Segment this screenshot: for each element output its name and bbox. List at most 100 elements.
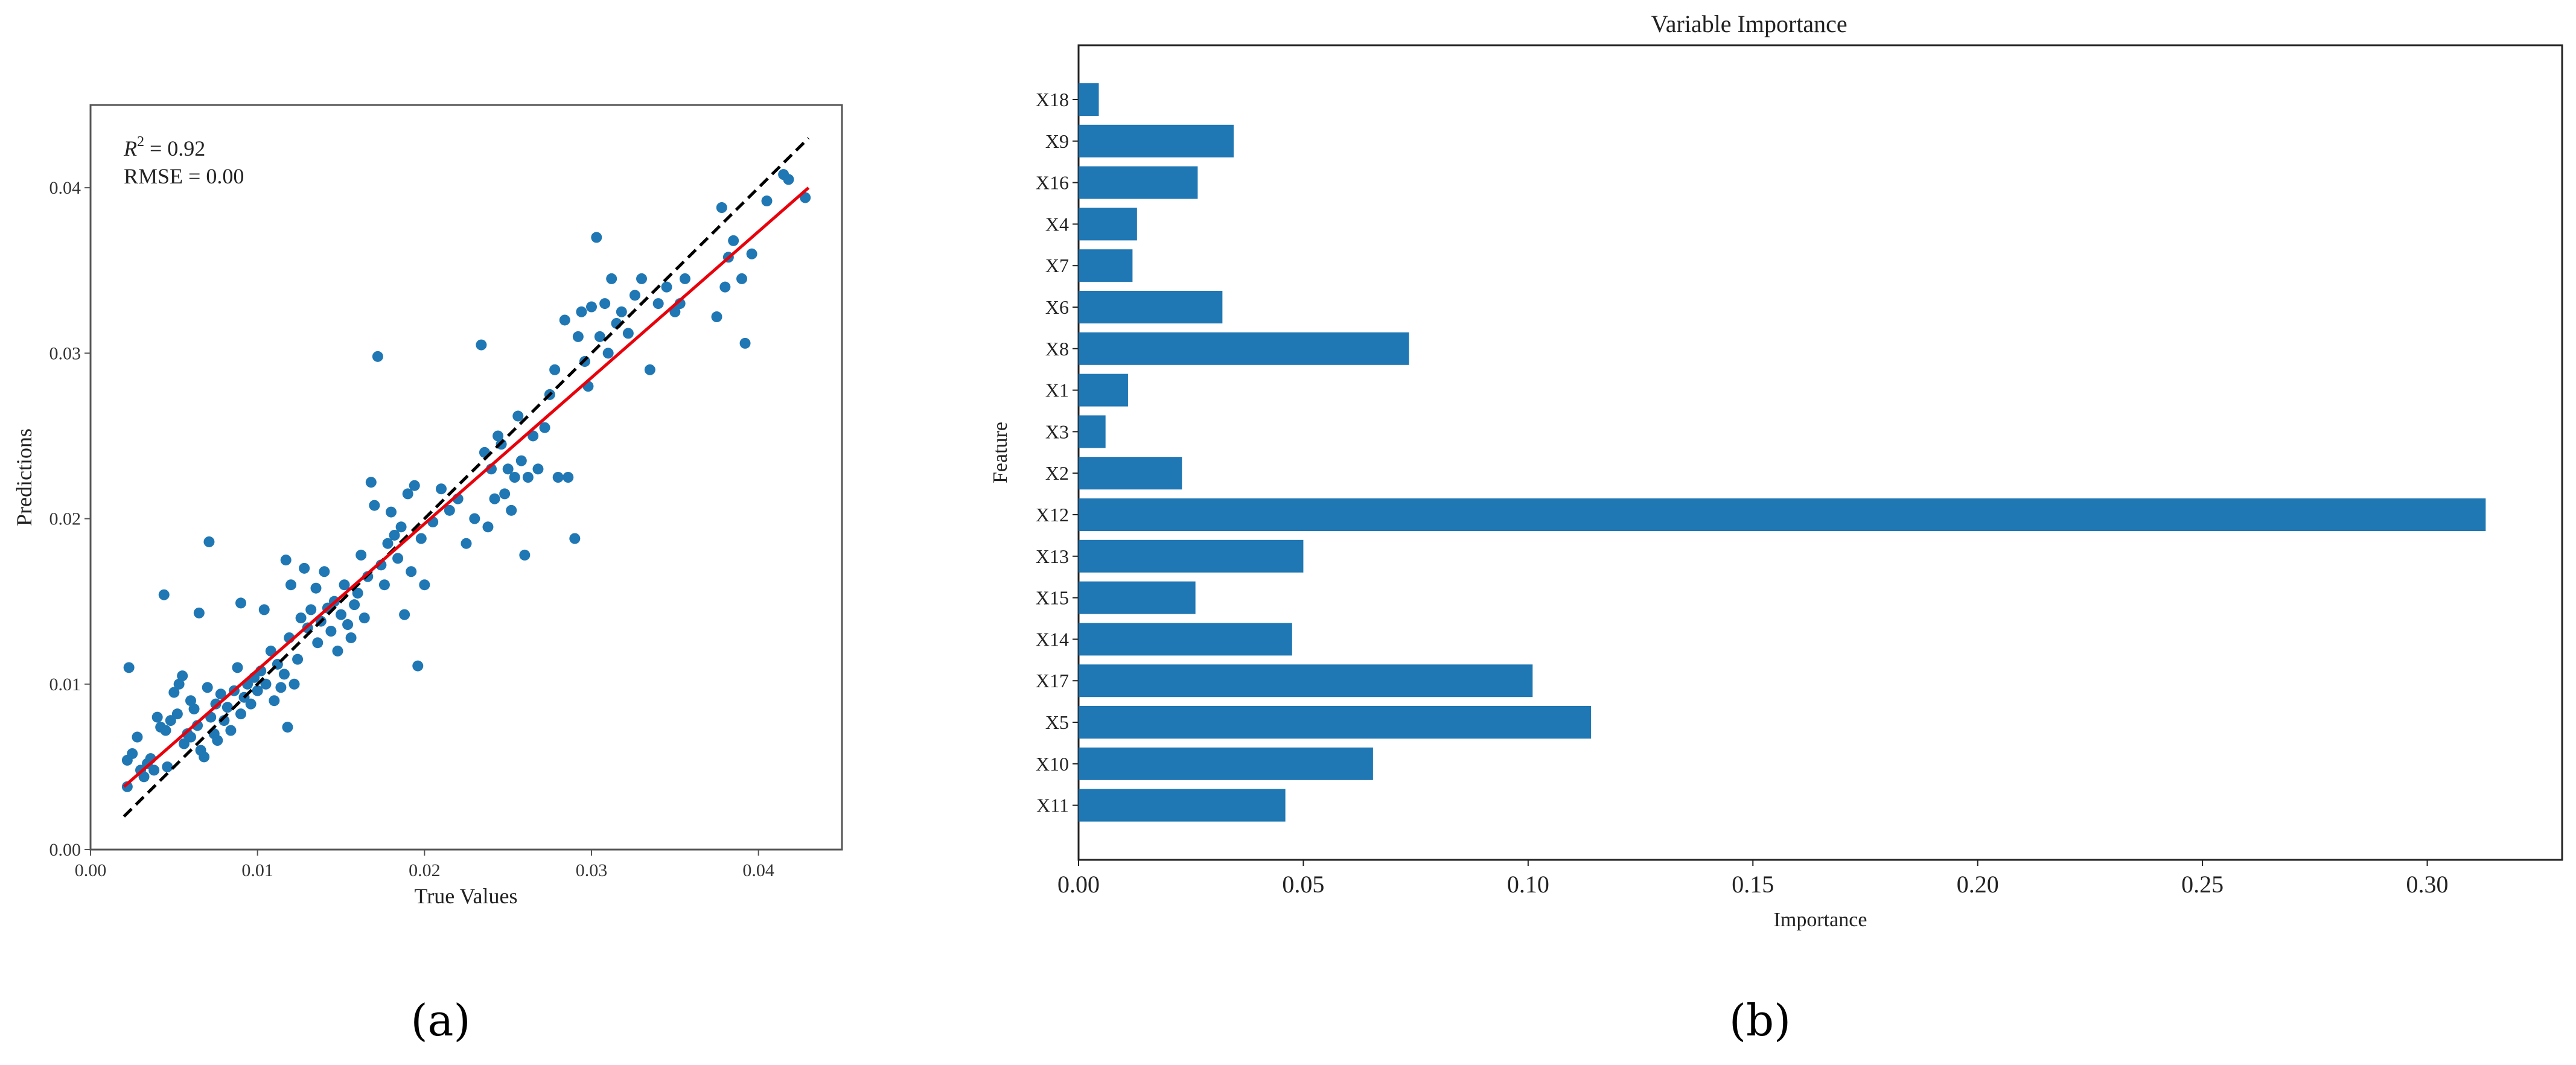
scatter-point bbox=[289, 678, 300, 690]
scatter-y-tick-label: 0.01 bbox=[49, 675, 81, 695]
scatter-x-tick-label: 0.02 bbox=[409, 860, 441, 880]
scatter-point bbox=[295, 612, 307, 624]
bar-category-label: X13 bbox=[1036, 545, 1069, 567]
scatter-point bbox=[192, 720, 203, 731]
bar-x-tick-label: 0.00 bbox=[1057, 871, 1100, 898]
bar-x13 bbox=[1079, 539, 1304, 573]
scatter-point bbox=[260, 678, 272, 690]
scatter-point bbox=[669, 306, 681, 317]
scatter-plot-frame bbox=[89, 104, 843, 851]
scatter-point bbox=[563, 472, 574, 483]
scatter-point bbox=[719, 281, 731, 293]
scatter-point bbox=[193, 607, 205, 618]
scatter-point bbox=[461, 538, 472, 549]
scatter-point bbox=[151, 711, 163, 723]
scatter-point bbox=[783, 174, 794, 185]
scatter-point bbox=[515, 455, 527, 466]
scatter-point bbox=[299, 562, 310, 574]
scatter-point bbox=[185, 731, 196, 743]
scatter-point bbox=[305, 604, 317, 615]
scatter-point bbox=[160, 725, 171, 736]
scatter-point bbox=[409, 480, 420, 491]
fit-line bbox=[123, 186, 810, 788]
scatter-point bbox=[372, 351, 383, 362]
scatter-point bbox=[512, 410, 524, 422]
scatter-rmse-annotation: RMSE = 0.00 bbox=[124, 164, 244, 188]
scatter-y-tick-label: 0.03 bbox=[49, 343, 81, 363]
scatter-ticks: 0.00 0.01 0.02 0.03 0.04 0.00 0.01 0.02 0.03 0.04 bbox=[49, 178, 774, 880]
scatter-point bbox=[275, 682, 287, 693]
panel-label-b: (b) bbox=[1729, 995, 1791, 1046]
scatter-point bbox=[312, 637, 324, 649]
bar-x10 bbox=[1079, 747, 1373, 780]
bar-ticks: X18 X9 X16 X4 X7 X6 X8 X1 X3 X2 X12 X13 X15 X14 X17 X5 X… bbox=[1036, 89, 2449, 898]
scatter-point bbox=[203, 536, 215, 547]
scatter-point bbox=[310, 582, 322, 594]
bar-category-label: X12 bbox=[1036, 504, 1069, 526]
bar-chart-title: Variable Importance bbox=[1651, 10, 1847, 37]
scatter-point bbox=[222, 702, 233, 713]
bar-x17 bbox=[1079, 664, 1533, 698]
scatter-point bbox=[746, 248, 757, 259]
scatter-point bbox=[402, 488, 413, 500]
scatter-point bbox=[369, 500, 380, 511]
scatter-point bbox=[235, 708, 246, 720]
scatter-point bbox=[644, 364, 655, 375]
bar-x16 bbox=[1079, 166, 1198, 199]
scatter-point bbox=[165, 715, 176, 726]
bar-category-label: X14 bbox=[1036, 628, 1069, 650]
scatter-point bbox=[399, 609, 410, 620]
scatter-point bbox=[319, 566, 330, 577]
scatter-point bbox=[245, 698, 257, 710]
scatter-point bbox=[210, 698, 222, 710]
bar-x-tick-label: 0.30 bbox=[2406, 871, 2449, 898]
scatter-point bbox=[168, 687, 180, 698]
scatter-point bbox=[389, 529, 400, 541]
scatter-y-tick-label: 0.02 bbox=[49, 509, 81, 529]
scatter-point bbox=[412, 660, 424, 672]
scatter-x-tick-label: 0.03 bbox=[576, 860, 608, 880]
scatter-point bbox=[436, 483, 447, 495]
bar-category-label: X6 bbox=[1045, 296, 1069, 318]
scatter-point bbox=[178, 738, 190, 749]
scatter-point bbox=[280, 555, 292, 566]
scatter-x-tick-label: 0.01 bbox=[241, 860, 273, 880]
scatter-point bbox=[572, 331, 584, 342]
scatter-point bbox=[292, 653, 304, 665]
scatter-point bbox=[739, 337, 751, 349]
scatter-point bbox=[325, 626, 337, 637]
scatter-point bbox=[552, 472, 564, 483]
bar-category-label: X3 bbox=[1045, 421, 1069, 442]
scatter-point bbox=[506, 504, 517, 516]
bar-category-label: X17 bbox=[1036, 670, 1069, 691]
scatter-point bbox=[378, 579, 390, 591]
scatter-point bbox=[332, 645, 343, 656]
scatter-panel: 0.00 0.01 0.02 0.03 0.04 0.00 0.01 0.02 0.03 0.04… bbox=[12, 104, 843, 1046]
scatter-point bbox=[586, 301, 597, 313]
bar-x2 bbox=[1079, 457, 1182, 490]
bar-x-tick-label: 0.05 bbox=[1282, 871, 1324, 898]
bar-category-label: X18 bbox=[1036, 89, 1069, 110]
bar-x-tick-label: 0.10 bbox=[1507, 871, 1549, 898]
scatter-point bbox=[173, 678, 185, 690]
bar-category-label: X11 bbox=[1036, 795, 1069, 816]
bar-panel: Variable Importance X18 X9 X16 X4 X7 X6 X8 X1 X3… bbox=[989, 10, 2563, 1046]
scatter-point bbox=[489, 493, 500, 504]
scatter-point bbox=[679, 273, 690, 284]
scatter-point bbox=[415, 533, 427, 544]
scatter-point bbox=[252, 685, 263, 696]
scatter-point bbox=[736, 273, 747, 284]
scatter-point bbox=[199, 751, 210, 763]
scatter-point bbox=[539, 422, 550, 433]
bar-category-label: X10 bbox=[1036, 753, 1069, 775]
scatter-point bbox=[711, 311, 722, 323]
bar-x7 bbox=[1079, 249, 1133, 282]
scatter-y-tick-label: 0.00 bbox=[49, 840, 81, 860]
scatter-points bbox=[121, 169, 811, 792]
scatter-point bbox=[444, 504, 455, 516]
scatter-point bbox=[419, 579, 430, 591]
panel-label-a: (a) bbox=[410, 995, 470, 1046]
scatter-x-axis-label: True Values bbox=[414, 884, 517, 908]
bar-x-axis-label: Importance bbox=[1774, 909, 1867, 931]
scatter-point bbox=[127, 748, 138, 759]
